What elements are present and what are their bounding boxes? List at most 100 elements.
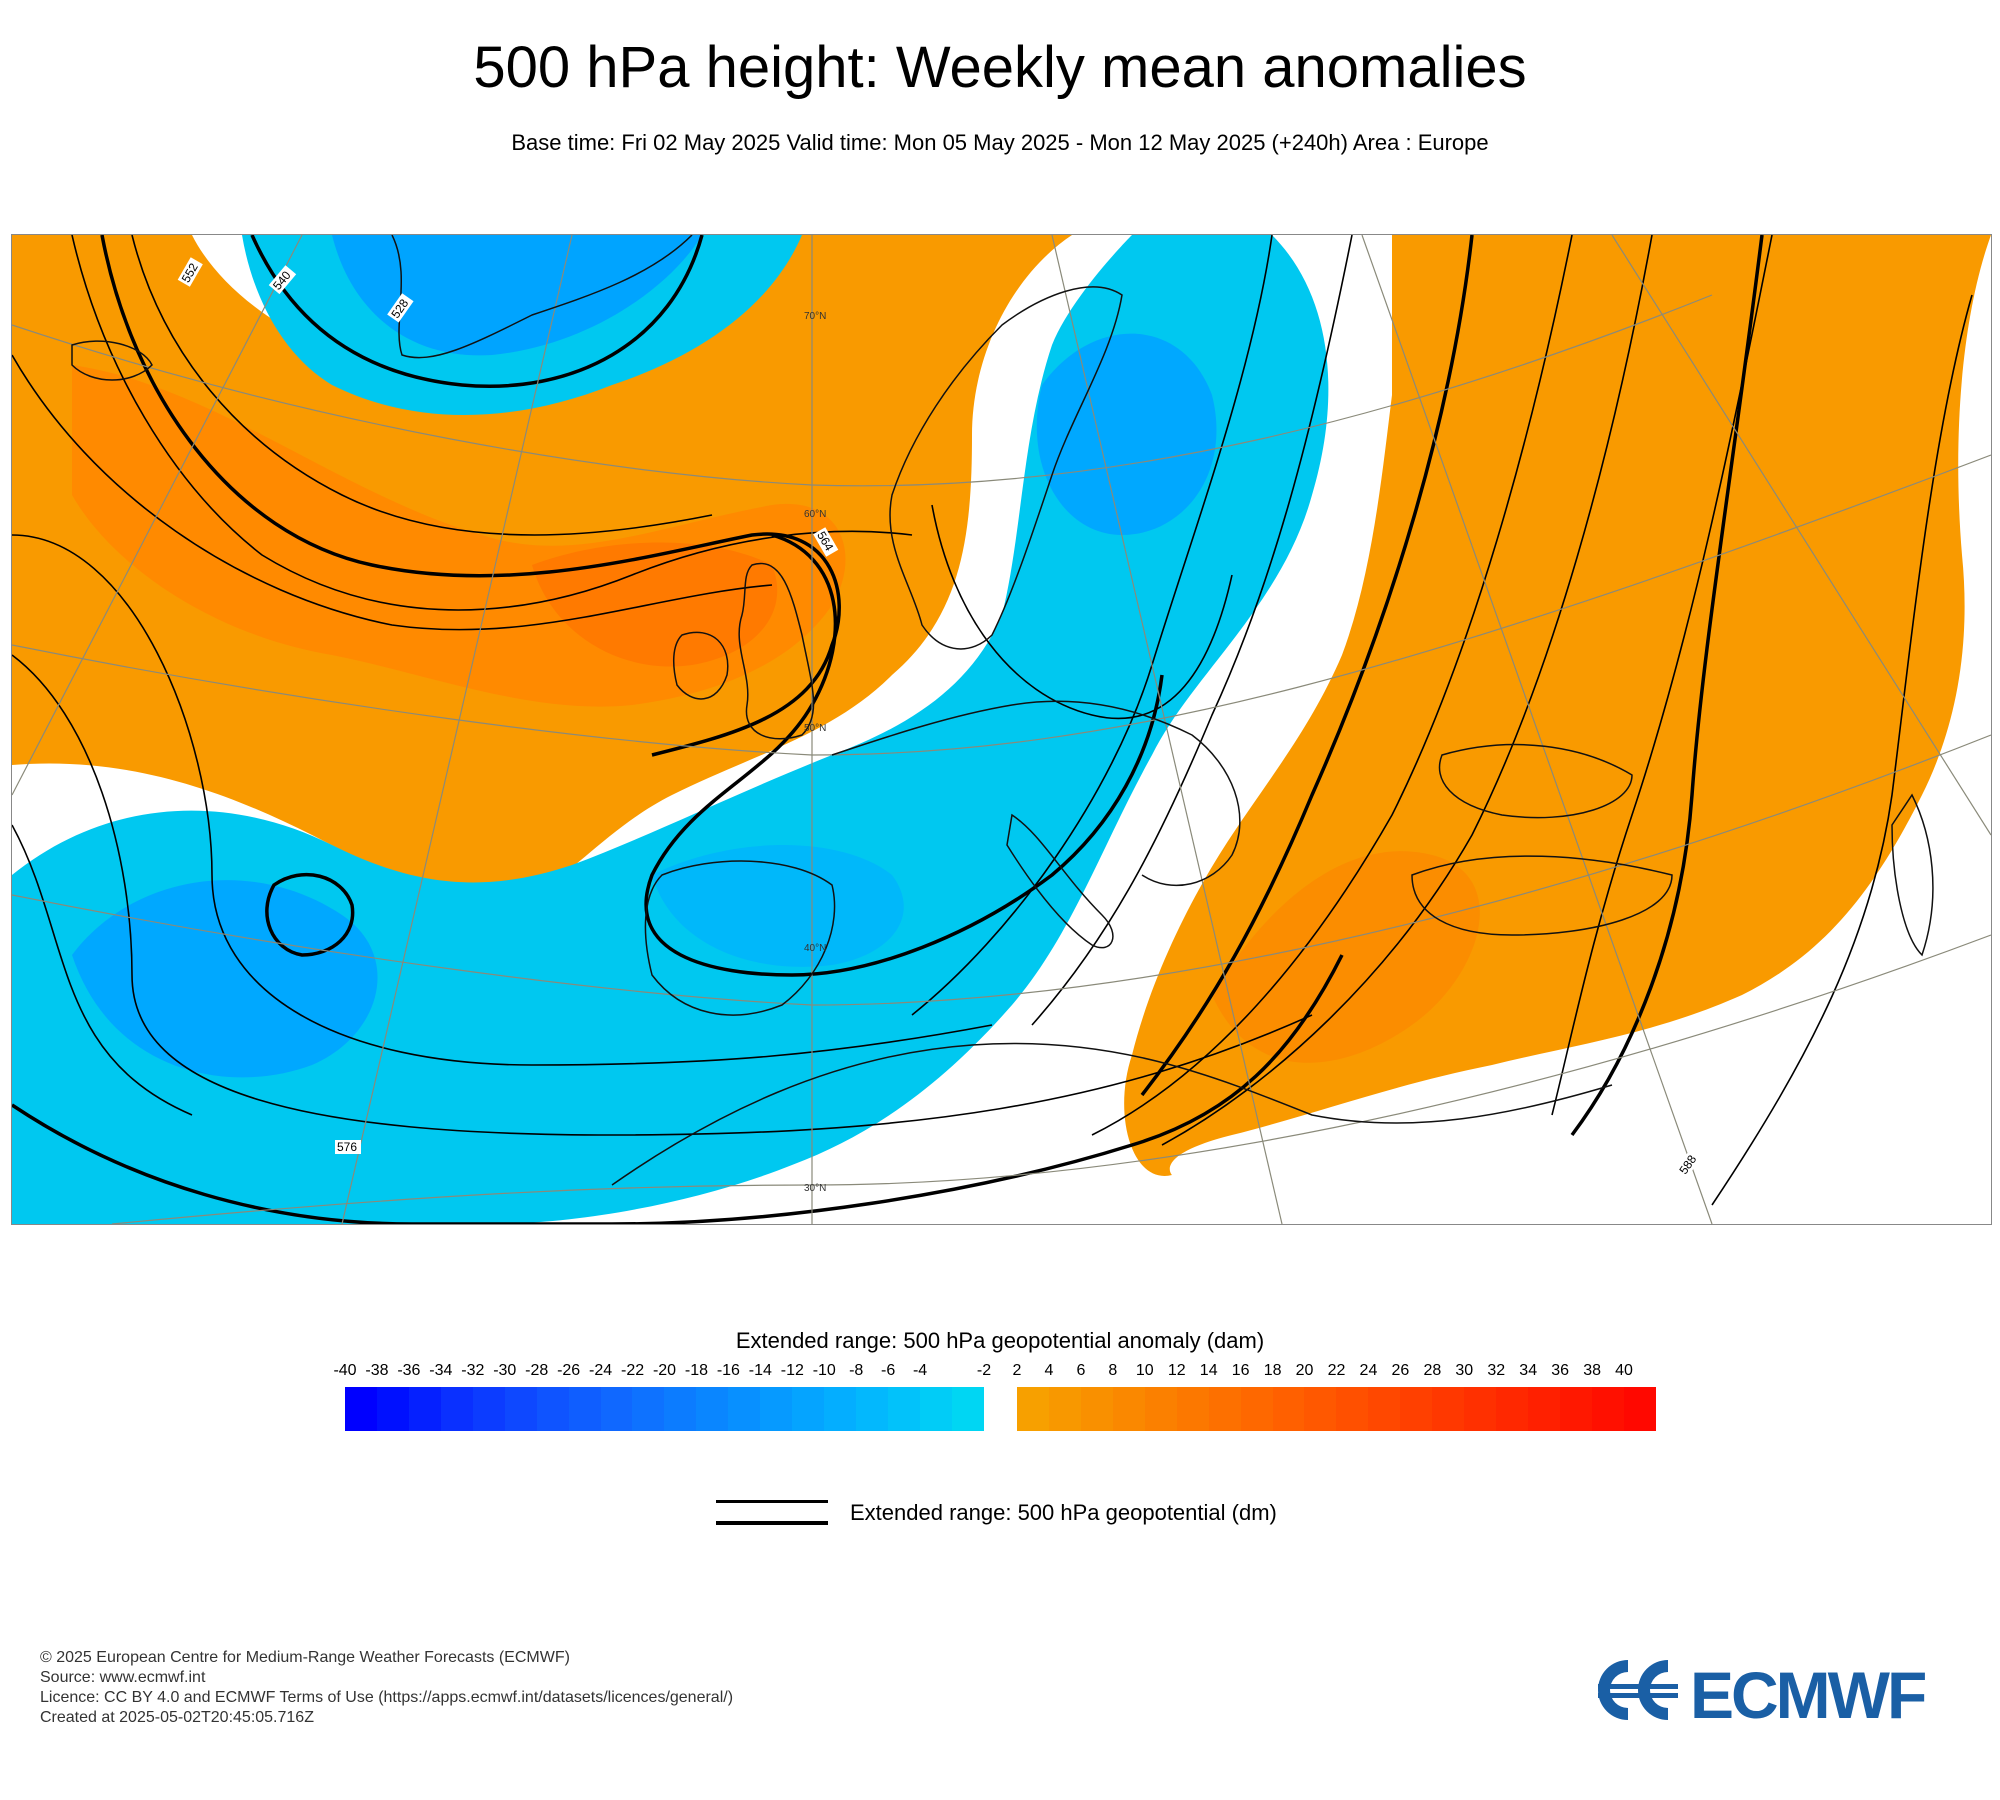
colorbar-swatch-positive [1144, 1387, 1177, 1431]
colorbar-swatch-positive [1591, 1387, 1624, 1431]
colorbar-swatch-negative [792, 1387, 825, 1431]
colorbar-tick-label: 26 [1391, 1362, 1410, 1379]
colorbar-tick-label: 16 [1231, 1362, 1250, 1379]
colorbar-tick-label: 32 [1487, 1362, 1506, 1379]
colorbar-swatch-positive [1432, 1387, 1465, 1431]
coastline-ireland [672, 631, 729, 700]
contour-cutoff-low [265, 872, 355, 957]
colorbar-tick-label: 12 [1167, 1362, 1186, 1379]
colorbar-tick-label: 28 [1423, 1362, 1442, 1379]
contour-legend-swatch [716, 1500, 828, 1526]
coastline-africa [611, 1042, 1613, 1186]
colorbar-swatch-negative [345, 1387, 377, 1431]
colorbar-tick-label: 6 [1076, 1362, 1086, 1379]
colorbar-tick-label: 20 [1295, 1362, 1314, 1379]
lat-label-40n: 40°N [804, 943, 826, 954]
coastline-italy [1006, 813, 1114, 949]
colorbar-swatch-positive [1080, 1387, 1113, 1431]
colorbar-tick-label: 14 [1199, 1362, 1218, 1379]
colorbar-tick-label: 30 [1455, 1362, 1474, 1379]
colorbar-swatch-positive [1528, 1387, 1560, 1431]
colorbar-tick-label: -24 [589, 1362, 613, 1379]
colorbar-tick-label: -26 [557, 1362, 581, 1379]
colorbar-tick-label: -38 [365, 1362, 389, 1379]
colorbar-tick-label: -10 [812, 1362, 836, 1379]
colorbar-swatch-positive [1464, 1387, 1497, 1431]
coastline-iceland [71, 340, 153, 381]
svg-text:ECMWF: ECMWF [1690, 1658, 1925, 1730]
lat-label-70n: 70°N [804, 311, 826, 322]
colorbar-swatch-negative [600, 1387, 633, 1431]
colorbar-tick-label: -20 [652, 1362, 677, 1379]
anomaly-map: 70°N 60°N 50°N 40°N 30°N 528 540 552 564… [11, 234, 1992, 1225]
contour-564-trough [644, 533, 1164, 977]
colorbar-swatch-negative [664, 1387, 697, 1431]
colorbar-swatch-negative [408, 1387, 441, 1431]
colorbar-negative [345, 1387, 984, 1431]
colorbar-swatch-negative [376, 1387, 409, 1431]
colorbar-positive [1017, 1387, 1656, 1431]
colorbar-tick-label: -16 [716, 1362, 740, 1379]
colorbar-tick-label: -32 [461, 1362, 485, 1379]
colorbar-swatch-positive [1272, 1387, 1305, 1431]
colorbar-tick-label: -36 [397, 1362, 421, 1379]
colorbar-tick-label: 24 [1359, 1362, 1378, 1379]
colorbar-tick-label: -8 [849, 1362, 864, 1379]
lat-label-60n: 60°N [804, 509, 826, 520]
coastline-iberia [644, 860, 836, 1016]
colorbar-swatch-positive [1496, 1387, 1528, 1431]
colorbar-swatch-negative [472, 1387, 505, 1431]
colorbar-swatch-positive [1176, 1387, 1209, 1431]
colorbar-swatch-negative [632, 1387, 665, 1431]
contour-540-greenland [250, 235, 704, 388]
colorbar-tick-label: 34 [1519, 1362, 1538, 1379]
colorbar-tick-label: -12 [780, 1362, 804, 1379]
lat-label-30n: 30°N [804, 1183, 826, 1194]
colorbar-swatch-positive [1368, 1387, 1401, 1431]
coastline-europe-mainland [831, 700, 1241, 887]
colorbar-swatch-positive [1304, 1387, 1337, 1431]
footer-credits: © 2025 European Centre for Medium-Range … [40, 1648, 733, 1728]
contour-east-bold [1570, 235, 1764, 1137]
coastline-caspian [1891, 793, 1934, 957]
colorbar-swatch-negative [504, 1387, 537, 1431]
colorbar-tick-label: 2 [1012, 1362, 1022, 1379]
colorbar-tick-label: -18 [684, 1362, 708, 1379]
colorbar-tick-label: 8 [1108, 1362, 1118, 1379]
colorbar-swatch-negative [536, 1387, 569, 1431]
coastline-britain [738, 562, 815, 740]
colorbar-tick-label: -4 [912, 1362, 928, 1379]
colorbar-tick-label: 40 [1615, 1362, 1633, 1379]
colorbar-swatch-positive [1208, 1387, 1241, 1431]
colorbar-tick-label: 4 [1044, 1362, 1054, 1379]
ecmwf-logo: ECMWF [1598, 1658, 1928, 1730]
colorbar-swatch-negative [760, 1387, 793, 1431]
colorbar-swatch-negative [951, 1387, 984, 1431]
colorbar-swatch-negative [568, 1387, 601, 1431]
colorbar-tick-label: -22 [620, 1362, 645, 1379]
colorbar-tick-label: -30 [493, 1362, 517, 1379]
colorbar-tick-label: -2 [976, 1362, 992, 1379]
colorbar-swatch-negative [696, 1387, 729, 1431]
colorbar-swatch-positive [1240, 1387, 1273, 1431]
colorbar-swatch-positive [1559, 1387, 1592, 1431]
colorbar-swatch-negative [728, 1387, 761, 1431]
colorbar-tick-label: 22 [1327, 1362, 1346, 1379]
colorbar-swatch-negative [856, 1387, 888, 1431]
contour-576-south [12, 954, 1344, 1224]
coastline-scandinavia [889, 286, 1123, 650]
colorbar-tick-label: -14 [748, 1362, 772, 1379]
coastline-turkey [1411, 855, 1673, 936]
lat-label-50n: 50°N [804, 723, 826, 734]
colorbar-tick-label: 10 [1135, 1362, 1154, 1379]
colorbar-swatch-negative [440, 1387, 473, 1431]
colorbar-swatch-negative [824, 1387, 856, 1431]
colorbar-tick-label: 38 [1583, 1362, 1601, 1379]
strong-negative-anomaly-atlantic [72, 880, 378, 1078]
footer-created: Created at 2025-05-02T20:45:05.716Z [40, 1709, 314, 1726]
colorbar-tick-label: 36 [1551, 1362, 1570, 1379]
colorbar-swatch-negative [919, 1387, 952, 1431]
contour-label-576: 576 [337, 1140, 357, 1154]
colorbar-swatch-positive [1017, 1387, 1049, 1431]
colorbar-tick-label: -6 [881, 1362, 896, 1379]
